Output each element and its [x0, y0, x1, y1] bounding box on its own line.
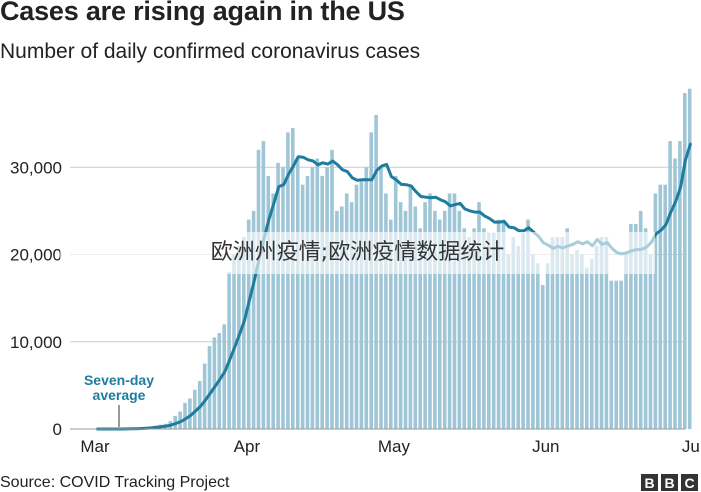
bar: [330, 150, 334, 429]
bar: [531, 255, 535, 430]
bbc-logo: B B C: [641, 474, 698, 491]
bar: [365, 167, 369, 429]
bar: [183, 403, 187, 429]
watermark-banner: 欧洲州疫情;欧洲疫情数据统计: [60, 232, 655, 274]
chart-title: Cases are rising again in the US: [0, 0, 405, 27]
y-tick-label: 0: [53, 420, 62, 439]
bar: [291, 128, 295, 429]
bar: [409, 185, 413, 429]
bar: [227, 272, 231, 429]
bar: [619, 281, 623, 429]
bar: [276, 163, 280, 429]
bar: [379, 167, 383, 429]
bar: [448, 193, 452, 429]
bar: [306, 176, 310, 429]
bar: [688, 89, 692, 429]
x-tick-label: Mar: [80, 437, 110, 456]
bar: [271, 193, 275, 429]
logo-letter: C: [681, 474, 698, 491]
bar: [257, 150, 261, 429]
bar: [453, 193, 457, 429]
bar: [536, 263, 540, 429]
x-tick-label: Jun: [532, 437, 559, 456]
x-tick-label: Apr: [234, 437, 261, 456]
x-tick-label: May: [378, 437, 411, 456]
x-tick-label: Jul: [682, 437, 701, 456]
annotation-label: Seven-day: [84, 372, 154, 388]
bar: [546, 263, 550, 429]
chart-subtitle: Number of daily confirmed coronavirus ca…: [0, 40, 420, 64]
y-tick-label: 30,000: [10, 158, 62, 177]
bar: [668, 141, 672, 429]
bar: [580, 255, 584, 430]
bar: [585, 268, 589, 429]
bar: [394, 176, 398, 429]
bar: [507, 255, 511, 430]
bar: [281, 167, 285, 429]
logo-letter: B: [641, 474, 658, 491]
bar: [355, 185, 359, 429]
bar: [360, 180, 364, 429]
annotation-label: average: [93, 387, 146, 403]
bar: [649, 255, 653, 430]
bar: [570, 255, 574, 430]
bar: [208, 346, 212, 429]
bar: [590, 259, 594, 429]
bar: [428, 193, 432, 429]
bar: [575, 250, 579, 429]
bar: [659, 185, 663, 429]
bar: [624, 255, 628, 430]
bar: [345, 193, 349, 429]
bar: [296, 159, 300, 429]
bar: [320, 176, 324, 429]
bar: [654, 193, 658, 429]
bar: [610, 281, 614, 429]
bar: [203, 364, 207, 429]
bar: [384, 193, 388, 429]
bar: [262, 141, 266, 429]
bar: [301, 185, 305, 429]
bar: [311, 167, 315, 429]
bar: [614, 281, 618, 429]
bar: [683, 93, 687, 429]
y-tick-label: 10,000: [10, 333, 62, 352]
y-tick-label: 20,000: [10, 246, 62, 265]
source-note: Source: COVID Tracking Project: [0, 474, 229, 492]
bar: [325, 167, 329, 429]
bar: [541, 285, 545, 429]
logo-letter: B: [661, 474, 678, 491]
bar: [316, 159, 320, 429]
